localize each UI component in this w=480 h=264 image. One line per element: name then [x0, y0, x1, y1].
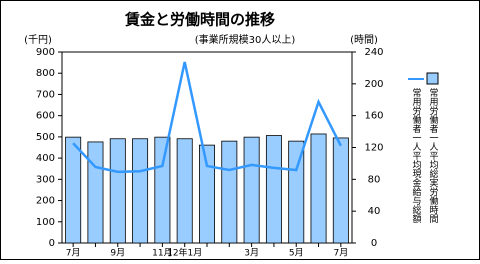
- y2-tick-label: 160: [364, 111, 383, 122]
- legend-label: 常用労働者一人平均総実労働時間: [428, 87, 439, 224]
- bar: [199, 144, 215, 244]
- x-tick-label: 9月: [110, 248, 125, 259]
- y2-tick-label: 0: [371, 238, 377, 249]
- line: [72, 61, 342, 174]
- y-tick-label: 400: [36, 153, 55, 164]
- x-tick-label: 3月: [244, 248, 259, 259]
- y-tick-label: 700: [36, 89, 55, 100]
- y-tick-label: 0: [49, 238, 55, 249]
- bar: [87, 141, 104, 244]
- x-tick-label: 12年1月: [167, 247, 202, 259]
- legend-label: 常用労働者一人平均現金給与総額: [411, 87, 422, 224]
- bar: [310, 133, 327, 244]
- y2-tick-label: 40: [368, 206, 381, 217]
- y-tick-label: 100: [36, 217, 55, 228]
- bar: [265, 135, 282, 244]
- y-tick-label: 600: [36, 111, 55, 122]
- x-tick-label: 11月: [152, 248, 172, 259]
- y-tick-label: 900: [36, 47, 55, 58]
- y-tick-label: 800: [36, 68, 55, 79]
- chart-subtitle: (事業所規模30人以上): [195, 33, 296, 46]
- y-axis-label: (千円): [24, 34, 52, 46]
- bar: [221, 140, 238, 244]
- bar: [65, 136, 82, 244]
- y2-axis-label: (時間): [350, 34, 378, 46]
- chart-title: 賃金と労働時間の推移: [124, 11, 275, 29]
- y2-tick-label: 240: [364, 47, 383, 58]
- bar: [288, 140, 305, 244]
- bar: [243, 136, 260, 244]
- bar: [332, 137, 349, 244]
- bar: [132, 138, 149, 244]
- legend-bar-swatch: [426, 72, 439, 85]
- y2-tick-label: 80: [368, 174, 381, 185]
- y2-tick-label: 200: [364, 79, 383, 90]
- y-tick-label: 500: [36, 132, 55, 143]
- x-tick-label: 5月: [289, 248, 304, 259]
- bar: [109, 138, 126, 244]
- bar: [176, 138, 193, 244]
- y2-tick-label: 120: [364, 143, 383, 154]
- bar: [154, 136, 171, 244]
- y-tick-label: 200: [36, 196, 55, 207]
- y-tick-label: 300: [36, 174, 55, 185]
- x-tick-label: 7月: [66, 248, 81, 259]
- x-tick-label: 7月: [333, 248, 348, 259]
